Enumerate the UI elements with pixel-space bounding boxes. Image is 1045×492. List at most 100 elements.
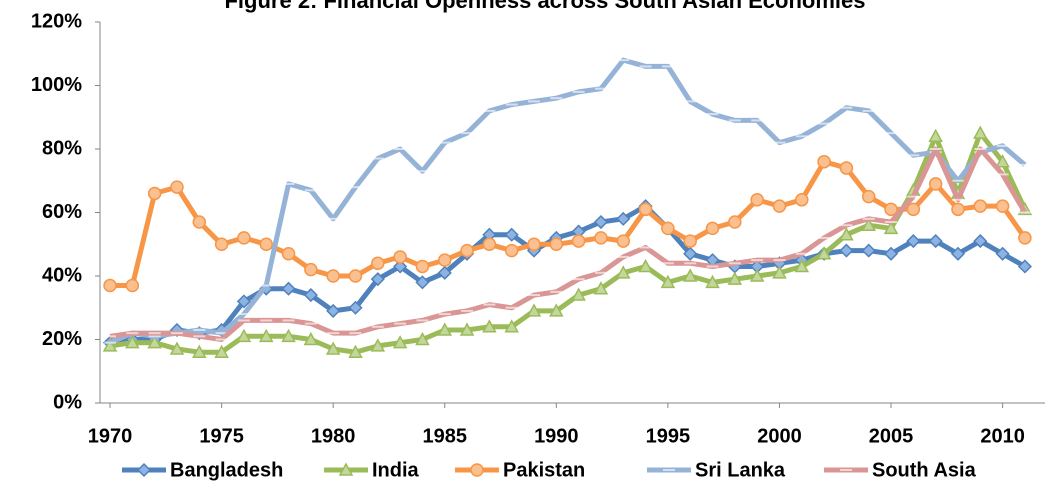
marker xyxy=(103,278,117,293)
marker xyxy=(393,250,407,264)
marker xyxy=(683,234,697,248)
marker xyxy=(147,335,162,349)
y-tick-label: 120% xyxy=(31,10,82,32)
marker xyxy=(460,243,474,258)
marker xyxy=(170,180,184,194)
marker xyxy=(973,125,988,139)
x-tick-label: 1995 xyxy=(646,425,691,447)
marker xyxy=(928,234,943,249)
marker xyxy=(594,231,608,245)
marker xyxy=(259,237,273,251)
marker xyxy=(326,269,340,283)
marker xyxy=(661,221,675,236)
marker xyxy=(325,341,341,355)
marker xyxy=(683,246,698,261)
x-tick-label: 1975 xyxy=(199,425,244,447)
marker xyxy=(482,319,497,333)
marker xyxy=(236,294,251,309)
marker xyxy=(883,246,899,261)
marker xyxy=(750,193,764,207)
marker xyxy=(638,202,653,217)
marker xyxy=(616,211,631,226)
marker xyxy=(125,278,140,293)
marker xyxy=(749,268,765,282)
marker xyxy=(125,335,140,349)
marker xyxy=(861,189,876,204)
marker xyxy=(795,193,809,207)
marker xyxy=(995,199,1010,213)
marker xyxy=(906,202,921,217)
y-tick-label: 60% xyxy=(42,201,82,223)
marker xyxy=(660,274,676,289)
marker xyxy=(616,265,631,279)
legend-label: Sri Lanka xyxy=(695,459,786,481)
marker xyxy=(526,303,542,317)
marker xyxy=(705,274,720,289)
marker xyxy=(839,243,854,258)
x-tick-label: 2005 xyxy=(869,425,914,447)
legend-item: South Asia xyxy=(824,459,977,481)
marker xyxy=(348,269,363,283)
marker xyxy=(147,186,162,201)
marker xyxy=(571,234,586,248)
marker xyxy=(995,246,1010,261)
y-tick-label: 100% xyxy=(31,74,82,96)
marker xyxy=(772,199,787,213)
marker xyxy=(839,227,854,241)
y-tick-label: 80% xyxy=(42,137,82,159)
marker xyxy=(437,265,452,280)
legend-item: Bangladesh xyxy=(122,459,283,481)
series xyxy=(103,154,1032,293)
marker xyxy=(794,258,810,273)
marker xyxy=(682,268,698,282)
marker xyxy=(370,272,385,287)
marker xyxy=(281,328,296,343)
legend-label: Pakistan xyxy=(503,459,585,481)
marker xyxy=(616,234,631,248)
marker xyxy=(482,237,497,251)
marker xyxy=(338,462,354,476)
marker xyxy=(593,214,609,230)
marker xyxy=(973,199,988,213)
marker xyxy=(728,215,742,229)
marker xyxy=(884,202,898,217)
marker xyxy=(772,265,787,279)
x-tick-label: 2010 xyxy=(980,425,1025,447)
marker xyxy=(571,287,586,301)
marker xyxy=(459,322,475,336)
marker xyxy=(995,154,1010,168)
marker xyxy=(861,217,876,231)
legend-label: Bangladesh xyxy=(170,459,283,481)
marker xyxy=(438,253,452,267)
marker xyxy=(348,344,363,358)
marker xyxy=(928,128,943,143)
series xyxy=(104,146,1031,342)
marker xyxy=(392,335,408,349)
marker xyxy=(237,231,251,245)
x-tick-label: 1990 xyxy=(534,425,579,447)
marker xyxy=(861,243,876,258)
chart-title: Figure 2: Financial Openness across Sout… xyxy=(224,0,865,13)
marker xyxy=(303,287,318,303)
series xyxy=(104,57,1031,345)
marker xyxy=(816,246,832,260)
legend-item: Sri Lanka xyxy=(647,459,786,481)
marker xyxy=(303,331,319,346)
marker xyxy=(593,281,609,295)
x-tick-label: 1980 xyxy=(311,425,356,447)
marker xyxy=(470,463,484,477)
marker xyxy=(504,243,519,258)
x-tick-label: 1985 xyxy=(423,425,468,447)
marker xyxy=(371,256,385,271)
marker xyxy=(504,227,519,242)
marker xyxy=(549,303,564,317)
marker xyxy=(906,234,921,249)
marker xyxy=(214,237,229,251)
marker xyxy=(437,322,453,336)
marker xyxy=(136,462,152,478)
marker xyxy=(214,344,229,358)
x-tick-label: 2000 xyxy=(757,425,802,447)
marker xyxy=(192,215,207,229)
marker xyxy=(928,177,943,191)
x-tick-label: 1970 xyxy=(88,425,133,447)
